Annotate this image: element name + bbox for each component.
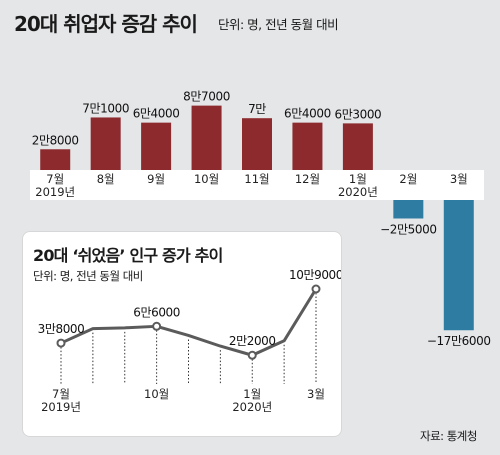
data-label: 8만7000: [183, 90, 230, 104]
inset-title: 20대 ‘쉬었음’ 인구 증가 추이: [33, 246, 223, 265]
x-tick-label: 10월: [144, 387, 169, 401]
x-tick-label: 1월 2020년: [232, 387, 272, 414]
data-point: [311, 284, 321, 294]
data-point: [152, 321, 162, 331]
chart-unit-note: 단위: 명, 전년 동월 대비: [218, 17, 339, 32]
bar: [242, 118, 272, 170]
data-label: 10만9000: [289, 268, 341, 282]
chart-title: 20대 취업자 증감 추이: [14, 12, 198, 36]
x-tick-label: 7월 2019년: [35, 172, 75, 199]
x-tick-label: 3월: [450, 172, 468, 186]
bar: [393, 200, 424, 219]
x-tick-label: 2월: [399, 172, 417, 186]
data-point: [56, 338, 66, 348]
x-tick-label: 11월: [244, 172, 269, 186]
x-tick-label: 9월: [147, 172, 165, 186]
bar: [443, 200, 474, 331]
data-label: −17만6000: [427, 334, 491, 348]
data-label: 7만1000: [82, 101, 129, 115]
category-axis-band: [30, 170, 484, 200]
x-tick-label: 7월 2019년: [41, 387, 81, 414]
x-tick-label: 8월: [97, 172, 115, 186]
data-label: 2만8000: [32, 133, 79, 147]
bar: [292, 122, 323, 170]
x-tick-label: 12월: [295, 172, 320, 186]
data-label: 6만3000: [334, 107, 381, 121]
bar: [342, 123, 373, 170]
data-label: 6만4000: [133, 107, 180, 121]
x-tick-label: 10월: [194, 172, 219, 186]
data-label: 2만2000: [229, 334, 276, 348]
data-label: 6만6000: [133, 305, 180, 319]
data-label: 3만8000: [38, 322, 85, 336]
bar: [40, 149, 71, 170]
source-note: 자료: 통계청: [420, 429, 477, 443]
data-label: −2만5000: [380, 223, 436, 237]
data-point: [247, 350, 257, 360]
x-tick-label: 1월 2020년: [338, 172, 378, 199]
bar: [90, 117, 121, 170]
data-label: 6만4000: [284, 107, 331, 121]
data-label: 7만: [248, 102, 266, 116]
series-line: [59, 287, 318, 357]
bar: [191, 105, 222, 170]
inset-unit-note: 단위: 명, 전년 동월 대비: [33, 269, 143, 283]
x-tick-label: 3월: [307, 387, 325, 401]
inset-panel: 20대 ‘쉬었음’ 인구 증가 추이 단위: 명, 전년 동월 대비 3만800…: [22, 231, 342, 437]
rest-population-line-chart: 3만8000 6만6000 2만2000 10만9000 7월 2019년 10월 1월 202…: [38, 268, 341, 414]
bar: [141, 122, 172, 170]
